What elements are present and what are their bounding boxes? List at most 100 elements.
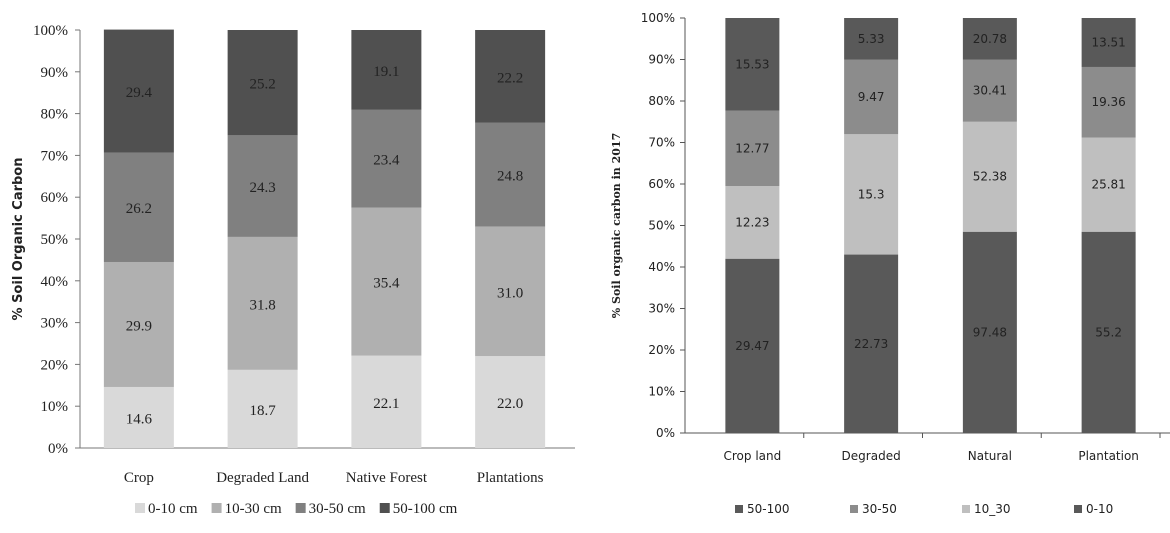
bar-segment <box>725 110 780 187</box>
data-label: 24.8 <box>497 169 523 185</box>
x-tick-label: Degraded <box>842 449 901 463</box>
data-label: 15.53 <box>735 57 769 71</box>
x-tick-label: Native Forest <box>346 470 428 486</box>
data-label: 22.1 <box>373 396 399 412</box>
bar-segment <box>475 30 546 123</box>
data-label: 31.8 <box>250 297 276 313</box>
legend-swatch <box>735 505 743 513</box>
y-tick-label: 50% <box>648 219 675 233</box>
y-tick-label: 60% <box>41 190 69 206</box>
bar-segment <box>844 18 899 60</box>
x-tick-label: Crop land <box>724 449 782 463</box>
legend-swatch <box>295 503 306 513</box>
bar-segment <box>227 135 298 237</box>
bar-segment <box>103 152 174 262</box>
bar-segment <box>475 122 546 227</box>
legend-swatch <box>379 503 390 513</box>
bar-segment <box>351 355 422 448</box>
bar-segment <box>725 18 780 111</box>
legend-label: 0-10 <box>1086 502 1113 516</box>
y-tick-label: 90% <box>41 65 69 81</box>
bar-segment <box>227 30 298 136</box>
y-tick-label: 30% <box>648 302 675 316</box>
legend-label: 10-30 cm <box>225 501 282 517</box>
bar-segment <box>844 254 899 433</box>
data-label: 14.6 <box>126 411 153 427</box>
data-label: 13.51 <box>1091 35 1125 49</box>
data-label: 55.2 <box>1095 325 1122 339</box>
data-label: 52.38 <box>973 170 1007 184</box>
bar-segment <box>1081 231 1136 433</box>
data-label: 22.73 <box>854 337 888 351</box>
legend-label: 0-10 cm <box>148 501 198 517</box>
legend-label: 50-100 cm <box>393 501 458 517</box>
bar-segment <box>227 369 298 448</box>
data-label: 12.77 <box>735 141 769 155</box>
data-label: 18.7 <box>250 403 277 419</box>
data-label: 19.1 <box>373 64 399 80</box>
bar-segment <box>962 59 1017 122</box>
data-label: 97.48 <box>973 325 1007 339</box>
y-tick-label: 100% <box>641 11 675 25</box>
data-label: 19.36 <box>1091 95 1125 109</box>
data-label: 29.4 <box>126 85 153 101</box>
right-chart-svg: 0% 10% 20% 30% 40% 50% 60% 70% 80% 90% 100% % Soil … <box>610 11 1170 516</box>
y-tick-label: 20% <box>41 357 69 373</box>
y-tick-label: 20% <box>648 343 675 357</box>
data-label: 26.2 <box>126 201 152 217</box>
legend-label: 30-50 cm <box>309 501 366 517</box>
data-label: 30.41 <box>973 84 1007 98</box>
legend-label: 30-50 <box>862 502 897 516</box>
legend-label: 10_30 <box>974 502 1011 516</box>
y-tick-label: 80% <box>41 107 69 123</box>
y-tick-label: 60% <box>648 177 675 191</box>
data-label: 29.47 <box>735 339 769 353</box>
data-label: 15.3 <box>858 187 885 201</box>
bar-segment <box>962 231 1017 433</box>
bar-segment <box>1081 18 1136 67</box>
data-label: 23.4 <box>373 153 400 169</box>
legend-swatch <box>135 503 145 513</box>
y-tick-label: 40% <box>41 274 69 290</box>
legend-swatch <box>850 505 858 513</box>
bar-segment <box>351 207 422 356</box>
bar-segment <box>1081 137 1136 232</box>
data-label: 25.2 <box>250 77 276 93</box>
bar-segment <box>103 29 174 153</box>
bar-segment <box>227 236 298 370</box>
bar-segment <box>725 258 780 433</box>
bar-segment <box>844 134 899 255</box>
data-label: 25.81 <box>1091 178 1125 192</box>
y-tick-label: 100% <box>33 23 68 39</box>
y-tick-label: 70% <box>41 148 69 164</box>
data-label: 5.33 <box>858 32 885 46</box>
x-tick-label: Crop <box>124 470 154 486</box>
bar-segment <box>351 30 422 110</box>
x-tick-label: Degraded Land <box>216 470 309 486</box>
y-tick-label: 80% <box>648 94 675 108</box>
y-tick-label: 10% <box>648 385 675 399</box>
x-tick-label: Plantation <box>1078 449 1139 463</box>
bar-segment <box>844 59 899 135</box>
data-label: 24.3 <box>250 180 276 196</box>
legend-swatch <box>211 503 222 513</box>
y-tick-label: 0% <box>656 426 675 440</box>
bar-segment <box>475 226 546 357</box>
bar-segment <box>1081 66 1136 138</box>
y-tick-label: 30% <box>41 316 69 332</box>
legend-swatch <box>1074 505 1082 513</box>
data-label: 12.23 <box>735 215 769 229</box>
bar-segment <box>725 186 780 259</box>
y-tick-label: 0% <box>48 441 68 457</box>
y-axis-label: % Soil organic carbon in 2017 <box>610 133 623 319</box>
data-label: 22.2 <box>497 70 523 86</box>
x-tick-label: Natural <box>968 449 1012 463</box>
bar-segment <box>351 109 422 208</box>
y-axis-label: % Soil Organic Carbon <box>11 158 26 321</box>
data-label: 20.78 <box>973 32 1007 46</box>
legend-label: 50-100 <box>747 502 790 516</box>
data-label: 9.47 <box>858 90 885 104</box>
legend-swatch <box>962 505 970 513</box>
data-label: 35.4 <box>373 276 400 292</box>
data-label: 22.0 <box>497 396 523 412</box>
